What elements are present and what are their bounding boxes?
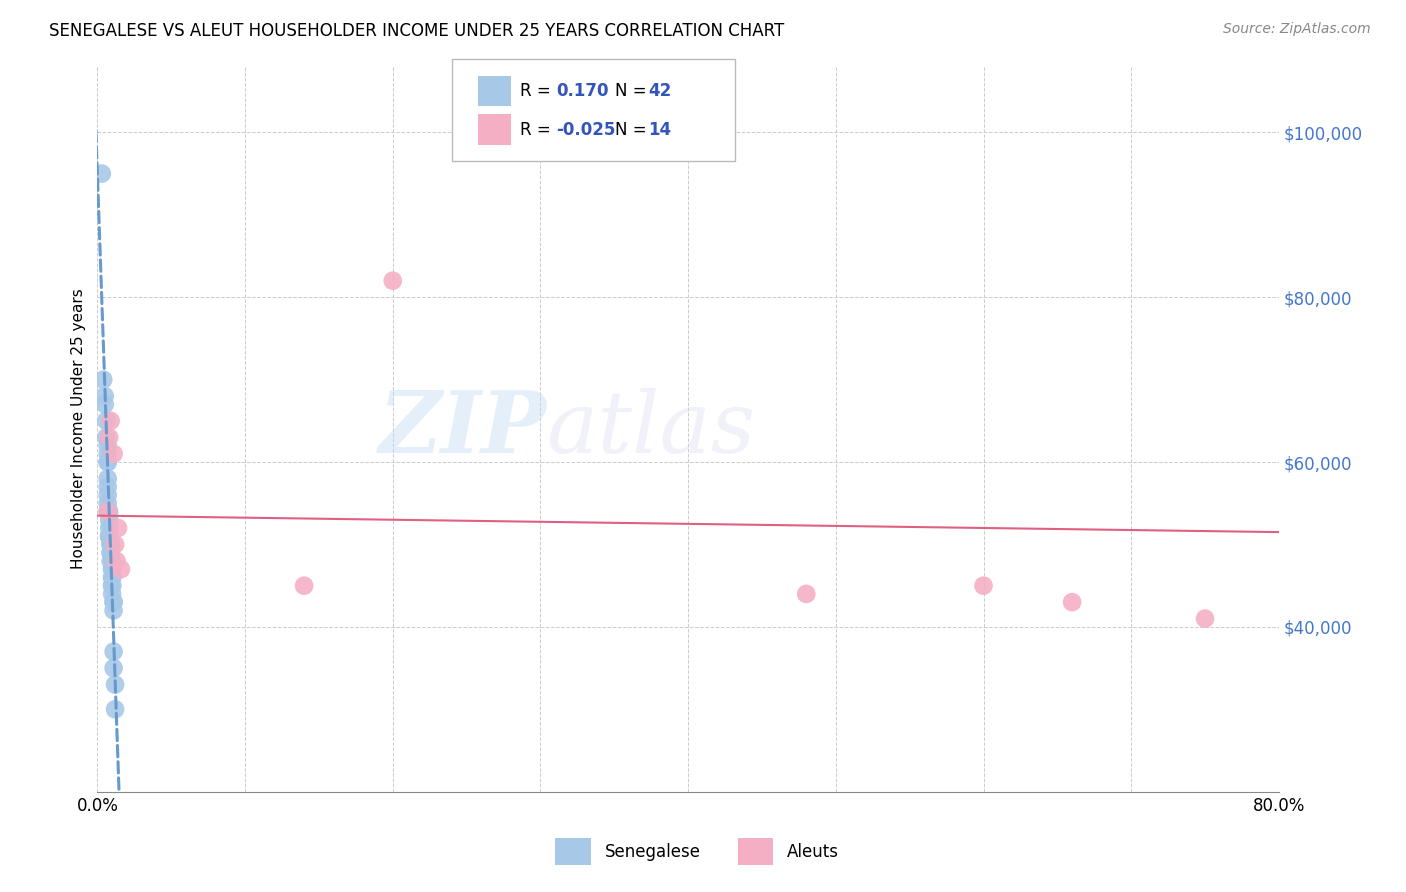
Point — [97, 455, 120, 469]
Point — [96, 414, 118, 428]
Point — [101, 570, 124, 584]
Point — [98, 521, 121, 535]
Point — [93, 397, 115, 411]
Point — [96, 430, 118, 444]
Text: 14: 14 — [648, 120, 671, 138]
Point — [90, 167, 112, 181]
Point — [103, 595, 125, 609]
Text: Aleuts: Aleuts — [787, 843, 839, 861]
Text: ZIP: ZIP — [378, 387, 547, 471]
Point — [98, 529, 121, 543]
Point — [98, 504, 121, 518]
Y-axis label: Householder Income Under 25 years: Householder Income Under 25 years — [72, 289, 86, 569]
Point — [97, 480, 120, 494]
Point — [98, 529, 121, 543]
Point — [101, 562, 124, 576]
Point — [101, 554, 124, 568]
Point — [98, 513, 121, 527]
Point — [100, 546, 122, 560]
Point — [93, 389, 115, 403]
Point — [101, 570, 124, 584]
Text: R =: R = — [520, 120, 551, 138]
Point — [101, 562, 124, 576]
Point — [110, 562, 132, 576]
Bar — [478, 76, 510, 106]
Point — [103, 603, 125, 617]
Point — [104, 537, 127, 551]
Point — [103, 661, 125, 675]
Point — [101, 579, 124, 593]
Point — [97, 471, 120, 485]
Point — [97, 447, 120, 461]
Point — [381, 274, 404, 288]
Text: R =: R = — [520, 82, 551, 100]
Text: atlas: atlas — [547, 388, 755, 470]
Text: -0.025: -0.025 — [555, 120, 616, 138]
Text: SENEGALESE VS ALEUT HOUSEHOLDER INCOME UNDER 25 YEARS CORRELATION CHART: SENEGALESE VS ALEUT HOUSEHOLDER INCOME U… — [49, 22, 785, 40]
Point — [100, 554, 122, 568]
Point — [104, 677, 127, 691]
Point — [100, 537, 122, 551]
Text: N =: N = — [614, 120, 647, 138]
Point — [103, 644, 125, 658]
Point — [100, 414, 122, 428]
Point — [103, 447, 125, 461]
Point — [97, 504, 120, 518]
Point — [794, 587, 817, 601]
Point — [1194, 612, 1216, 626]
Point — [105, 554, 128, 568]
Point — [292, 579, 315, 593]
Point — [973, 579, 995, 593]
Point — [98, 529, 121, 543]
Point — [104, 702, 127, 716]
Point — [100, 537, 122, 551]
Point — [91, 373, 114, 387]
Point — [97, 504, 120, 518]
Text: N =: N = — [614, 82, 647, 100]
Point — [101, 587, 124, 601]
Text: 42: 42 — [648, 82, 671, 100]
Point — [101, 579, 124, 593]
Point — [1062, 595, 1084, 609]
Point — [100, 537, 122, 551]
Point — [97, 496, 120, 510]
FancyBboxPatch shape — [451, 59, 735, 161]
Point — [98, 430, 121, 444]
Point — [97, 439, 120, 453]
Point — [97, 488, 120, 502]
Text: Source: ZipAtlas.com: Source: ZipAtlas.com — [1223, 22, 1371, 37]
Point — [97, 455, 120, 469]
Bar — [478, 114, 510, 145]
Text: Senegalese: Senegalese — [605, 843, 700, 861]
Text: 0.170: 0.170 — [555, 82, 609, 100]
Point — [103, 595, 125, 609]
Point — [107, 521, 129, 535]
Point — [100, 546, 122, 560]
